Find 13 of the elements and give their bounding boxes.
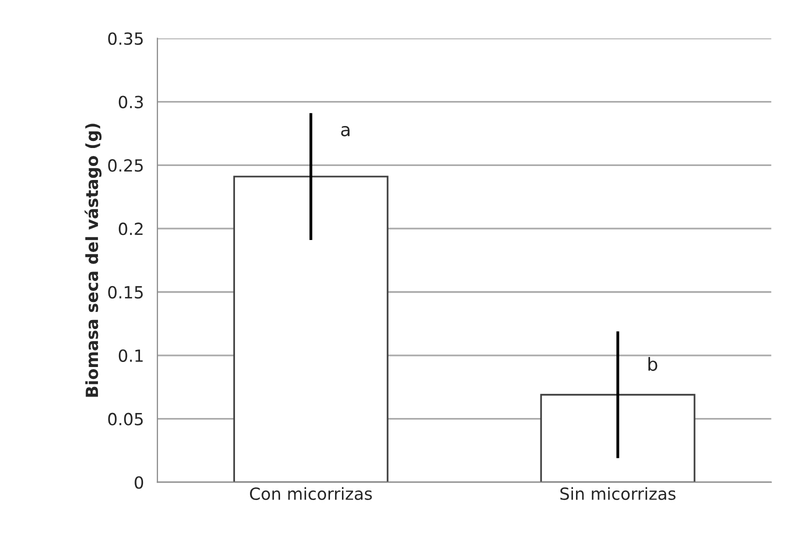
y-tick-label: 0.3 xyxy=(118,96,143,108)
x-tick-label: Con micorrizas xyxy=(250,487,372,500)
y-tick-label: 0.15 xyxy=(108,286,143,299)
y-tick-label: 0 xyxy=(134,476,144,489)
y-axis-title: Biomasa seca del vástago (g) xyxy=(84,124,102,397)
y-tick-label: 0.35 xyxy=(108,32,143,45)
x-tick-label: Sin micorrizas xyxy=(560,487,676,500)
y-tick-label: 0.2 xyxy=(118,222,143,236)
y-tick-label: 0.1 xyxy=(118,349,143,362)
annotation: a xyxy=(341,126,350,136)
annotation: b xyxy=(648,356,658,371)
y-tick-label: 0.25 xyxy=(108,159,143,172)
y-tick-label: 0.05 xyxy=(108,412,143,426)
